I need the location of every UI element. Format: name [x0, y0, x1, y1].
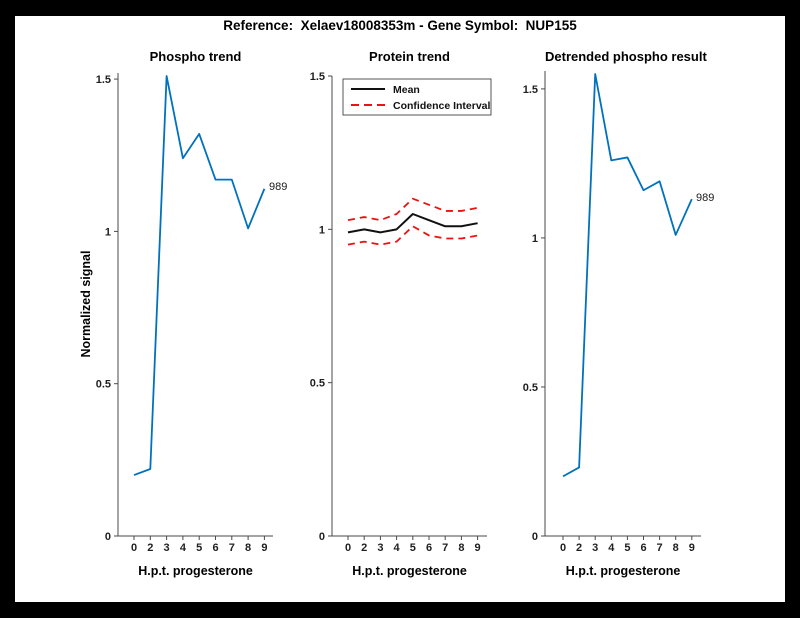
x-tick-label: 0	[131, 542, 137, 554]
y-tick-label: 1.5	[523, 84, 538, 96]
series-end-label-detrended: 989	[696, 192, 715, 204]
x-axis-label-detrended: H.p.t. progesterone	[565, 564, 681, 578]
x-tick-label: 3	[164, 542, 170, 554]
x-tick-label: 5	[410, 542, 416, 554]
x-tick-label: 8	[245, 542, 251, 554]
figure-canvas: Reference: Xelaev18008353m - Gene Symbol…	[15, 16, 785, 602]
x-tick-label: 4	[180, 542, 187, 554]
y-axis-label: Normalized signal	[79, 250, 93, 358]
x-tick-label: 5	[196, 542, 202, 554]
x-tick-label: 8	[673, 542, 679, 554]
detrended-phospho-plot: 0 2 3 4 5 6 7 8 900.511.5	[523, 71, 701, 554]
x-tick-label: 0	[345, 542, 351, 554]
subplot-title-protein-trend: Protein trend	[369, 49, 450, 64]
x-axis-label-phospho: H.p.t. progesterone	[138, 564, 253, 578]
x-tick-label: 3	[377, 542, 383, 554]
x-tick-label: 0	[560, 542, 566, 554]
x-tick-label: 7	[442, 542, 448, 554]
charts-svg: 0 2 3 4 5 6 7 8 900.511.5 0 2 3 4 5 6 7 8 900.511.5MeanC…	[96, 71, 701, 554]
y-tick-label: 0	[319, 531, 325, 543]
y-tick-label: 0.5	[96, 379, 111, 391]
x-tick-label: 9	[475, 542, 481, 554]
y-tick-label: 1	[319, 224, 325, 236]
figure-title: Reference: Xelaev18008353m - Gene Symbol…	[223, 18, 577, 33]
legend-label: Mean	[393, 84, 420, 96]
x-tick-label: 2	[361, 542, 367, 554]
x-tick-label: 3	[592, 542, 598, 554]
x-tick-label: 9	[261, 542, 267, 554]
x-tick-label: 2	[576, 542, 582, 554]
y-tick-label: 1.5	[96, 74, 111, 86]
y-tick-label: 1.5	[310, 71, 325, 83]
x-tick-label: 6	[640, 542, 646, 554]
x-tick-label: 6	[426, 542, 432, 554]
x-tick-label: 4	[394, 542, 401, 554]
y-tick-label: 1	[532, 233, 538, 245]
x-tick-label: 7	[229, 542, 235, 554]
legend-box	[342, 78, 492, 116]
y-tick-label: 1	[105, 226, 111, 238]
x-tick-label: 5	[624, 542, 630, 554]
series-line	[562, 73, 693, 478]
y-tick-label: 0	[532, 531, 538, 543]
legend-label: Confidence Interval	[393, 100, 491, 112]
x-tick-label: 7	[657, 542, 663, 554]
x-tick-label: 8	[458, 542, 464, 554]
y-tick-label: 0.5	[523, 382, 538, 394]
series-line	[347, 197, 478, 222]
y-tick-label: 0.5	[310, 378, 325, 390]
x-axis-label-protein: H.p.t. progesterone	[352, 564, 467, 578]
x-tick-label: 9	[689, 542, 695, 554]
phospho-trend-plot: 0 2 3 4 5 6 7 8 900.511.5	[96, 73, 273, 554]
y-tick-label: 0	[105, 531, 111, 543]
x-tick-label: 6	[212, 542, 218, 554]
series-line	[133, 75, 266, 476]
subplot-title-detrended-phospho: Detrended phospho result	[545, 49, 707, 64]
x-tick-label: 4	[608, 542, 615, 554]
series-end-label-phospho: 989	[269, 181, 288, 193]
series-line	[347, 213, 478, 234]
subplot-title-phospho-trend: Phospho trend	[149, 49, 242, 64]
x-tick-label: 2	[147, 542, 153, 554]
